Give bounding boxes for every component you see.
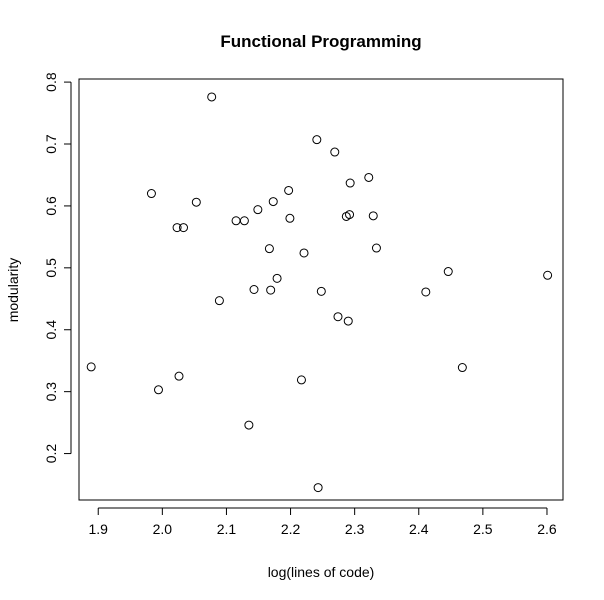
data-point <box>268 197 278 207</box>
x-tick-label: 1.9 <box>88 521 108 537</box>
data-point <box>285 213 295 223</box>
data-point <box>345 178 355 188</box>
data-points <box>86 92 553 493</box>
y-tick-label: 0.3 <box>43 382 59 402</box>
data-point <box>272 273 282 283</box>
data-point <box>316 286 326 296</box>
data-point <box>299 248 309 258</box>
y-tick-label: 0.8 <box>43 72 59 92</box>
x-tick-label: 2.5 <box>473 521 493 537</box>
data-point <box>207 92 217 102</box>
data-point <box>86 362 96 372</box>
data-point <box>343 316 353 326</box>
x-tick-label: 2.6 <box>537 521 557 537</box>
y-tick-label: 0.6 <box>43 196 59 216</box>
data-point <box>333 312 343 322</box>
data-point <box>371 243 381 253</box>
x-tick-label: 2.4 <box>409 521 429 537</box>
data-point <box>457 363 467 373</box>
data-point <box>244 420 254 430</box>
data-point <box>368 211 378 221</box>
data-point <box>153 385 163 395</box>
data-point <box>178 223 188 233</box>
data-point <box>330 147 340 157</box>
data-point <box>266 285 276 295</box>
x-tick-label: 2.3 <box>345 521 365 537</box>
y-axis: 0.2 0.3 0.4 0.5 0.6 0.7 0.8 <box>43 72 72 464</box>
plot-area-border <box>78 78 564 501</box>
data-point <box>312 135 322 145</box>
data-point <box>191 197 201 207</box>
data-point <box>421 287 431 297</box>
data-point <box>313 483 323 493</box>
data-point <box>543 270 553 280</box>
x-tick-label: 2.0 <box>153 521 173 537</box>
x-tick-label: 2.1 <box>217 521 237 537</box>
y-tick-label: 0.2 <box>43 444 59 464</box>
y-tick-label: 0.5 <box>43 258 59 278</box>
data-point <box>214 296 224 306</box>
chart-title: Functional Programming <box>220 32 421 51</box>
data-point <box>253 205 263 215</box>
x-tick-label: 2.2 <box>281 521 301 537</box>
data-point <box>231 216 241 226</box>
data-point <box>264 244 274 254</box>
y-tick-label: 0.7 <box>43 134 59 154</box>
data-point <box>364 172 374 182</box>
data-point <box>172 223 182 233</box>
data-point <box>443 267 453 277</box>
data-point <box>249 285 259 294</box>
data-point <box>345 210 355 220</box>
x-axis: 1.9 2.0 2.1 2.2 2.3 2.4 2.5 2.6 <box>88 507 557 537</box>
data-point <box>239 216 249 226</box>
y-tick-label: 0.4 <box>43 320 59 340</box>
x-axis-label: log(lines of code) <box>268 564 375 580</box>
data-point <box>296 375 306 385</box>
data-point <box>146 189 156 199</box>
data-point <box>174 371 184 381</box>
data-point <box>284 185 294 195</box>
y-axis-label: modularity <box>5 258 21 323</box>
